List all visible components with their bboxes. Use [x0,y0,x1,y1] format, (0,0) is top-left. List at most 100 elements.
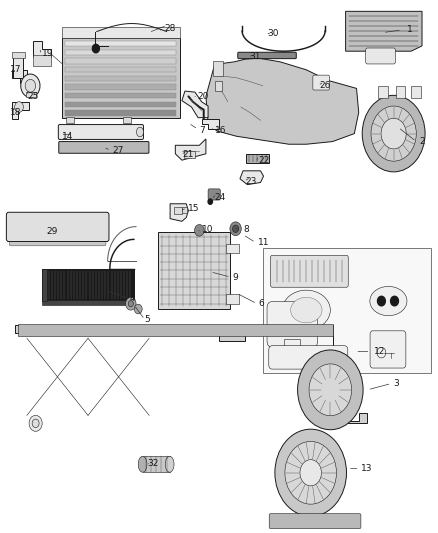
Text: 9: 9 [232,273,238,281]
Circle shape [92,44,99,53]
Polygon shape [182,91,208,118]
Text: 10: 10 [201,225,213,234]
FancyBboxPatch shape [370,331,406,368]
Ellipse shape [370,286,407,316]
Circle shape [134,304,142,314]
Bar [411,86,421,98]
Circle shape [21,74,40,98]
Text: 21: 21 [182,150,193,159]
Polygon shape [12,102,29,119]
Ellipse shape [165,456,174,472]
Polygon shape [201,119,219,130]
Text: 31: 31 [250,52,261,61]
Bar [12,52,25,58]
Polygon shape [175,139,206,160]
FancyBboxPatch shape [7,212,109,241]
Bar [18,324,332,336]
Circle shape [208,199,212,204]
Text: 8: 8 [243,225,249,234]
Circle shape [391,296,399,306]
Text: 1: 1 [407,26,413,35]
FancyBboxPatch shape [271,255,348,287]
Text: 18: 18 [11,108,22,117]
Bar [65,102,176,107]
Bar [158,232,230,309]
Circle shape [29,415,42,431]
Circle shape [126,297,136,310]
Circle shape [378,296,385,306]
Bar [65,59,176,63]
Polygon shape [13,56,22,78]
Circle shape [309,364,352,416]
Circle shape [32,419,39,427]
Text: 29: 29 [46,228,58,237]
FancyBboxPatch shape [58,125,144,140]
Text: 32: 32 [147,459,158,467]
Text: 16: 16 [215,126,226,135]
Bar [284,339,300,351]
Bar [65,76,176,81]
Bar [65,50,176,55]
Circle shape [25,79,35,92]
Bar [65,110,176,116]
FancyBboxPatch shape [313,75,329,90]
Text: 4: 4 [130,294,135,303]
Bar [65,67,176,72]
FancyBboxPatch shape [59,142,149,154]
Text: 22: 22 [258,156,269,165]
Text: 19: 19 [42,50,54,58]
Bar [26,92,35,98]
FancyBboxPatch shape [208,189,220,200]
Polygon shape [14,325,367,423]
FancyBboxPatch shape [267,302,318,348]
Bar [42,300,134,305]
Circle shape [14,102,23,112]
Bar [65,93,176,98]
Bar [226,294,239,304]
Ellipse shape [137,127,144,137]
Polygon shape [240,171,264,184]
Bar [42,269,47,301]
Polygon shape [170,204,188,221]
Text: 15: 15 [188,204,200,213]
Text: 23: 23 [245,177,257,186]
Circle shape [275,429,346,516]
Text: 13: 13 [361,464,372,473]
Circle shape [194,224,204,236]
Polygon shape [206,58,359,144]
Circle shape [371,106,416,161]
Text: 12: 12 [374,347,385,356]
Polygon shape [12,70,27,83]
Text: 14: 14 [62,132,73,141]
Text: 17: 17 [11,66,22,74]
Polygon shape [346,11,422,51]
Bar [123,117,131,123]
Bar [42,269,134,301]
FancyBboxPatch shape [269,346,348,369]
Bar [65,84,176,90]
Circle shape [230,222,241,236]
Text: 25: 25 [27,92,38,101]
Text: 7: 7 [199,126,205,135]
Bar [62,27,180,38]
Bar [396,86,406,98]
Circle shape [381,118,406,149]
Circle shape [128,301,134,307]
Text: 6: 6 [258,299,264,308]
Bar [66,117,74,123]
Text: 30: 30 [267,29,279,38]
Bar [182,207,187,213]
Bar [226,244,239,253]
Bar [33,55,51,66]
Text: 20: 20 [197,92,208,101]
Polygon shape [246,154,269,163]
Circle shape [233,225,239,232]
Text: 24: 24 [215,193,226,202]
Bar [378,86,388,98]
Bar [184,151,195,158]
Bar [215,82,223,91]
FancyBboxPatch shape [366,48,396,64]
Polygon shape [62,38,180,118]
Bar [65,41,176,46]
Circle shape [285,441,336,504]
